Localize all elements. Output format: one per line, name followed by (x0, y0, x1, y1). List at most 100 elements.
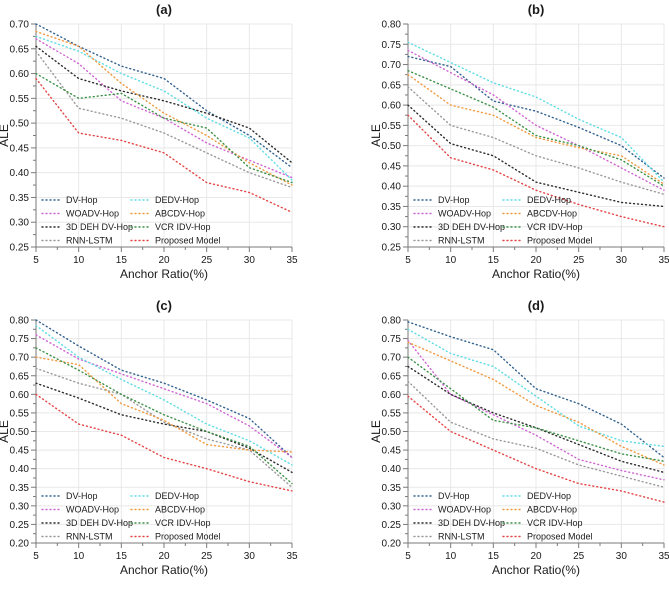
x-tick-label: 5 (405, 551, 411, 562)
chart-svg-a: 0.25 0.30 0.35 0.40 0.45 0.50 0.55 0.60 0.65 0.70… (0, 2, 298, 281)
x-tick-label: 10 (73, 255, 85, 266)
y-tick-label: 0.55 (10, 94, 30, 105)
y-tick-label: 0.20 (382, 539, 402, 550)
legend-item-dv-hop: DV-Hop (41, 195, 98, 205)
y-tick-label: 0.30 (10, 218, 30, 229)
y-tick-label: 0.50 (10, 119, 30, 130)
legend-label: ABCDV-Hop (155, 505, 205, 515)
legend-label: VCR IDV-Hop (527, 518, 583, 528)
x-axis-title: Anchor Ratio(%) (120, 267, 208, 281)
legend-label: VCR IDV-Hop (155, 222, 211, 232)
series-line-rnn-lstm (407, 380, 665, 488)
legend-label: ABCDV-Hop (527, 209, 577, 219)
y-tick-label: 0.40 (10, 168, 30, 179)
y-tick-label: 0.40 (382, 182, 402, 193)
y-tick-label: 0.55 (10, 408, 30, 419)
y-tick-label: 0.70 (382, 60, 402, 71)
legend-item-abcdv-hop: ABCDV-Hop (502, 209, 577, 219)
panel-title: (b) (528, 2, 545, 17)
legend-label: ABCDV-Hop (155, 209, 205, 219)
legend-item-3d-deh-dv-hop: 3D DEH DV-Hop (413, 222, 505, 232)
x-tick-label: 10 (73, 551, 85, 562)
legend-label: DV-Hop (66, 491, 98, 501)
y-tick-label: 0.45 (10, 143, 30, 154)
y-tick-label: 0.75 (382, 40, 402, 51)
y-tick-label: 0.50 (10, 427, 30, 438)
legend-item-proposed-model: Proposed Model (130, 236, 221, 246)
x-tick-label: 25 (573, 551, 585, 562)
x-tick-label: 30 (244, 255, 256, 266)
x-tick-label: 35 (658, 551, 669, 562)
legend-item-dedv-hop: DEDV-Hop (502, 491, 571, 501)
legend-label: DV-Hop (438, 491, 470, 501)
legend-item-abcdv-hop: ABCDV-Hop (130, 209, 205, 219)
y-tick-label: 0.75 (382, 334, 402, 345)
series-line-dv-hop (35, 319, 293, 459)
y-axis-title: ALE (0, 420, 11, 443)
y-tick-label: 0.25 (10, 520, 30, 531)
legend-label: 3D DEH DV-Hop (438, 518, 505, 528)
legend-item-woadv-hop: WOADV-Hop (41, 505, 119, 515)
series-line-proposed-model (407, 114, 665, 228)
legend-label: RNN-LSTM (438, 532, 485, 542)
legend-item-woadv-hop: WOADV-Hop (41, 209, 119, 219)
series-line-proposed-model (407, 395, 665, 503)
chart-panel-d: 0.20 0.25 0.30 0.35 0.40 0.45 0.50 0.55 0.60 0.65… (335, 296, 669, 591)
y-axis-title: ALE (0, 124, 11, 147)
legend-label: RNN-LSTM (66, 532, 113, 542)
y-tick-label: 0.55 (382, 121, 402, 132)
x-tick-label: 15 (116, 551, 128, 562)
y-tick-label: 0.25 (382, 243, 402, 254)
legend-item-vcr-idv-hop: VCR IDV-Hop (130, 518, 211, 528)
y-tick-label: 0.30 (10, 501, 30, 512)
chart-svg-b: 0.25 0.30 0.35 0.40 0.45 0.50 0.55 0.60 0.65 0.70… (369, 2, 669, 281)
legend-label: WOADV-Hop (66, 505, 119, 515)
series-line-3d-deh-dv-hop (407, 104, 665, 208)
y-tick-label: 0.50 (382, 141, 402, 152)
series-line-dv-hop (407, 321, 665, 459)
series-line-dedv-hop (407, 328, 665, 448)
legend-label: Proposed Model (527, 532, 593, 542)
legend-label: RNN-LSTM (438, 236, 485, 246)
legend-item-rnn-lstm: RNN-LSTM (41, 532, 113, 542)
series-line-vcr-idv-hop (35, 347, 293, 485)
series-line-dedv-hop (35, 35, 293, 181)
y-tick-label: 0.70 (10, 353, 30, 364)
legend-label: DEDV-Hop (527, 491, 571, 501)
legend-label: VCR IDV-Hop (527, 222, 583, 232)
x-tick-label: 30 (616, 255, 628, 266)
x-tick-label: 15 (488, 255, 500, 266)
legend-item-abcdv-hop: ABCDV-Hop (502, 505, 577, 515)
y-tick-label: 0.65 (382, 80, 402, 91)
y-tick-label: 0.60 (382, 390, 402, 401)
x-tick-label: 30 (616, 551, 628, 562)
series-line-proposed-model (35, 393, 293, 492)
x-tick-label: 25 (573, 255, 585, 266)
y-tick-label: 0.35 (382, 483, 402, 494)
x-tick-label: 35 (286, 255, 298, 266)
y-tick-label: 0.45 (382, 446, 402, 457)
series-line-rnn-lstm (35, 367, 293, 488)
series-line-vcr-idv-hop (35, 72, 293, 184)
x-tick-label: 20 (158, 255, 170, 266)
chart-svg-d: 0.20 0.25 0.30 0.35 0.40 0.45 0.50 0.55 0.60 0.65… (369, 298, 669, 577)
series-line-3d-deh-dv-hop (35, 382, 293, 474)
legend-item-vcr-idv-hop: VCR IDV-Hop (502, 518, 583, 528)
y-tick-label: 0.25 (382, 520, 402, 531)
x-tick-label: 35 (658, 255, 669, 266)
legend-label: DV-Hop (66, 195, 98, 205)
series-line-dedv-hop (35, 324, 293, 466)
y-tick-label: 0.60 (10, 69, 30, 80)
series-line-woadv-hop (35, 334, 293, 459)
y-tick-label: 0.80 (382, 20, 402, 31)
x-axis-title: Anchor Ratio(%) (120, 563, 208, 577)
x-tick-label: 25 (201, 255, 213, 266)
legend-item-woadv-hop: WOADV-Hop (413, 505, 491, 515)
x-tick-label: 20 (530, 255, 542, 266)
panel-title: (d) (528, 298, 545, 313)
series-line-vcr-idv-hop (407, 356, 665, 462)
y-tick-label: 0.55 (382, 408, 402, 419)
series-line-rnn-lstm (35, 50, 293, 189)
legend-label: 3D DEH DV-Hop (438, 222, 505, 232)
legend-item-dv-hop: DV-Hop (413, 491, 470, 501)
